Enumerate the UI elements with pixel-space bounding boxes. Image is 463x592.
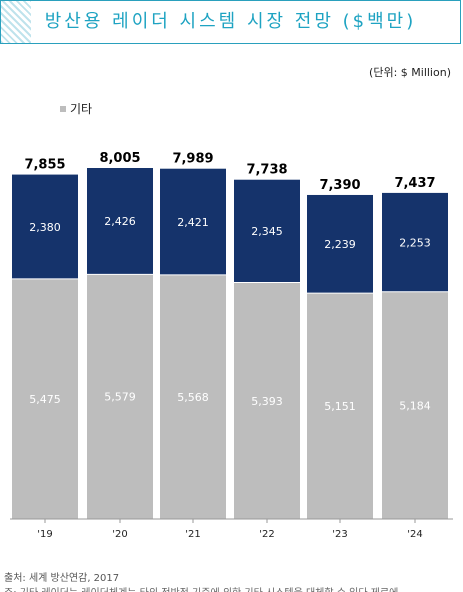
bar-total-label: 8,005: [99, 151, 140, 166]
x-tick-label: '23: [332, 529, 347, 540]
bar-label-top: 2,426: [104, 215, 136, 228]
bar-segment-top: [87, 168, 153, 275]
bar-segment-top: [160, 168, 226, 275]
bar-segment-other: [87, 274, 153, 519]
bar-label-other: 5,393: [251, 395, 283, 408]
source-note: 출처: 세계 방산연감, 2017: [4, 573, 120, 584]
legend-label: 기타: [70, 102, 93, 116]
legend: 기타: [60, 100, 92, 117]
bar-segment-top: [382, 192, 448, 292]
unit-note: (단위: $ Million): [369, 66, 451, 79]
bar-total-label: 7,989: [172, 152, 213, 167]
x-tick-label: '21: [185, 529, 200, 540]
bar-segment-top: [12, 174, 78, 279]
bar-segment-other: [234, 282, 300, 519]
bar-label-other: 5,579: [104, 391, 136, 404]
bar-segment-top: [307, 194, 373, 294]
bar-segment-other: [382, 291, 448, 519]
bar-segment-top: [234, 179, 300, 283]
bar-label-top: 2,253: [399, 236, 431, 249]
bar-label-top: 2,239: [324, 238, 356, 251]
bar-segment-other: [160, 274, 226, 519]
x-tick-label: '22: [259, 529, 274, 540]
title-stripe-decoration: [1, 1, 31, 43]
bar-label-other: 5,568: [177, 391, 209, 404]
bar-label-top: 2,345: [251, 225, 283, 238]
x-tick-label: '20: [112, 529, 127, 540]
bar-total-label: 7,738: [246, 163, 287, 178]
bar-segment-other: [307, 293, 373, 519]
bar-segment-other: [12, 278, 78, 519]
bar-total-label: 7,855: [24, 158, 65, 173]
legend-swatch: [60, 105, 66, 112]
bar-label-top: 2,421: [177, 216, 209, 229]
bar-label-other: 5,475: [29, 393, 61, 406]
bar-label-other: 5,151: [324, 400, 356, 413]
bar-total-label: 7,390: [319, 178, 360, 193]
bar-label-top: 2,380: [29, 221, 61, 234]
title-box: 방산용 레이더 시스템 시장 전망 ($백만): [0, 0, 461, 44]
x-tick-label: '19: [37, 529, 52, 540]
x-tick-label: '24: [407, 529, 422, 540]
bar-label-other: 5,184: [399, 399, 431, 412]
chart-title: 방산용 레이더 시스템 시장 전망 ($백만): [44, 11, 417, 32]
bar-total-label: 7,437: [394, 176, 435, 191]
footnote: 주: 기타 레이더는 레이더체계는 타의 전반적 기준에 의한 기타 시스템을 …: [4, 584, 463, 592]
